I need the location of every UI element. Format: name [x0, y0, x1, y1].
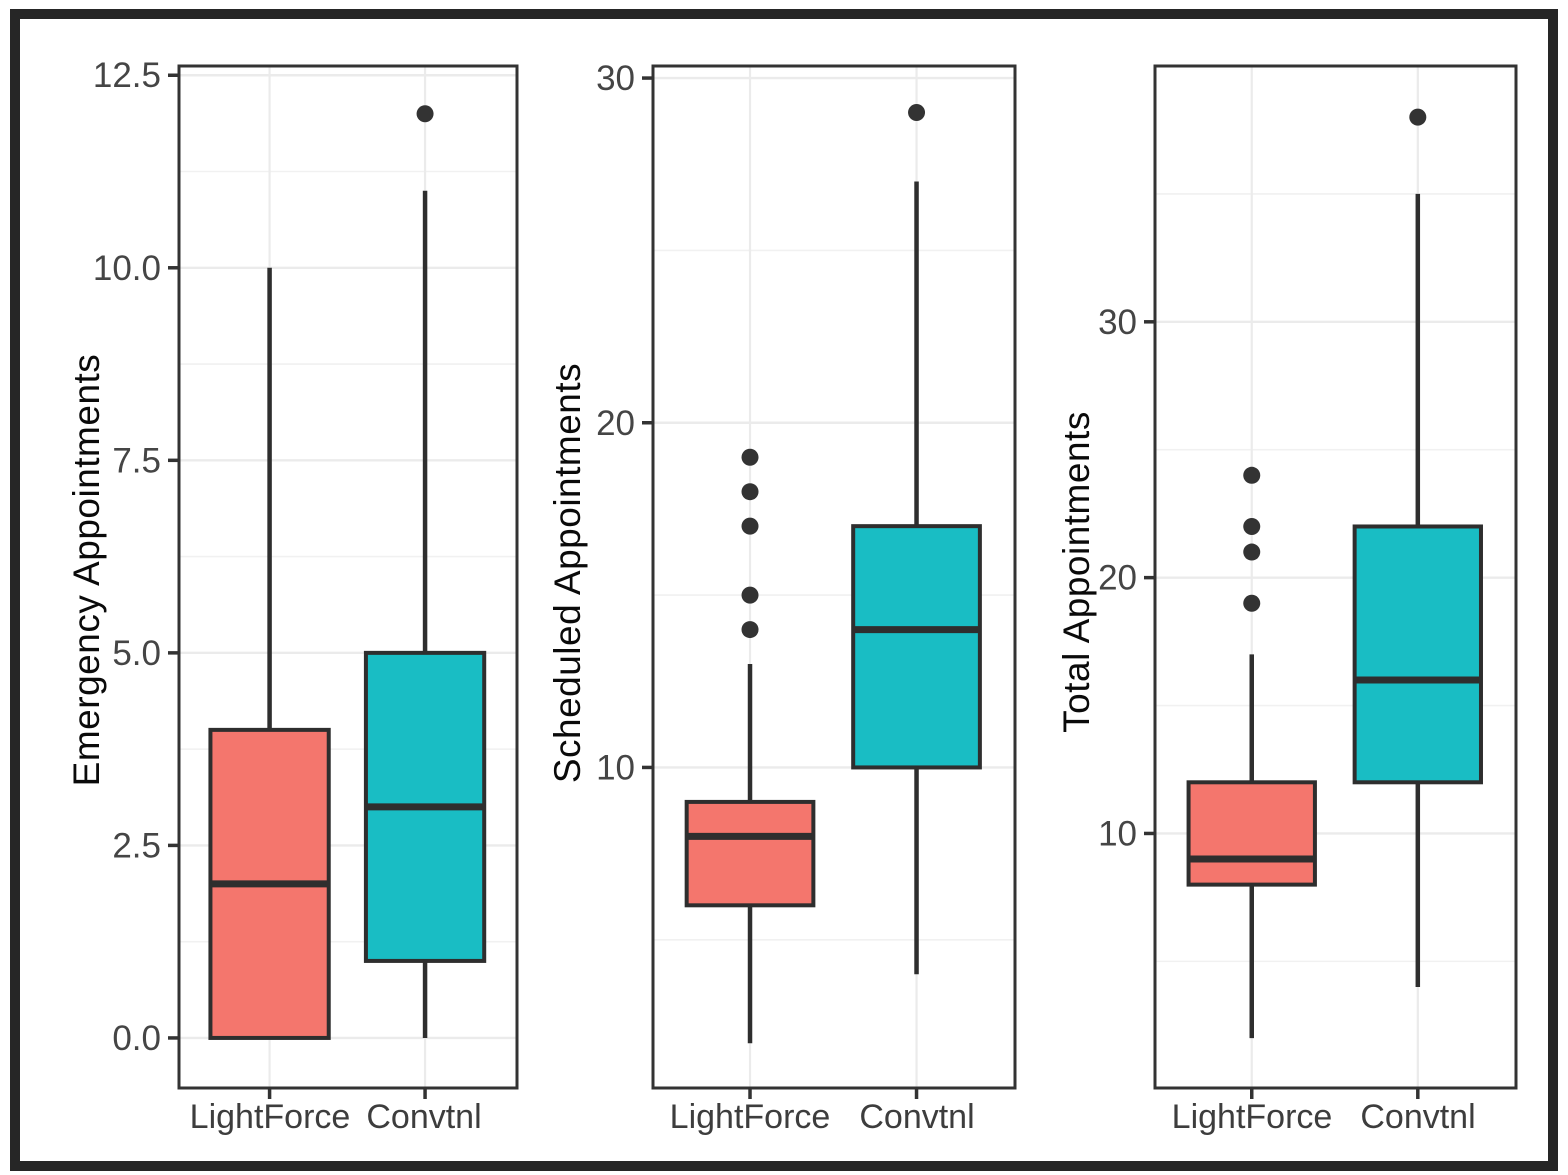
- y-axis-title-emergency: Emergency Appointments: [66, 353, 107, 787]
- y-tick-label: 10: [1098, 814, 1137, 853]
- iqr-box: [851, 524, 982, 770]
- boxplot-convtnl: [851, 104, 982, 975]
- panel-emergency-appointments: 0.0 2.5 5.0 7.5 10.0 12.5: [93, 56, 519, 1099]
- y-tick-label: 20: [596, 404, 635, 443]
- iqr-box: [1352, 524, 1483, 785]
- panel-border: [177, 64, 519, 1090]
- x-tick-label-panel2-convtnl: Convtnl: [859, 1098, 975, 1136]
- panel-total-appointments: 10 20 30: [1098, 64, 1518, 1099]
- outlier-dot: [1409, 108, 1427, 126]
- outlier-dot: [1243, 517, 1261, 535]
- outlier-dot: [1243, 466, 1261, 484]
- outlier-dot: [741, 517, 759, 535]
- y-tick-label: 30: [596, 59, 635, 98]
- panel-border: [651, 64, 1017, 1090]
- boxplot-lightforce: [684, 448, 816, 1044]
- outlier-dot: [1243, 594, 1261, 612]
- iqr-box: [684, 799, 816, 908]
- outlier-dot: [416, 105, 434, 123]
- y-axis-title-scheduled: Scheduled Appointments: [547, 362, 588, 784]
- x-tick-label-panel1-convtnl: Convtnl: [366, 1098, 482, 1136]
- outlier-dot: [741, 586, 759, 604]
- outlier-dot: [1243, 543, 1261, 561]
- boxplot-convtnl: [363, 105, 487, 1038]
- y-tick-label: 12.5: [93, 56, 161, 95]
- boxplot-lightforce: [1186, 466, 1317, 1039]
- y-tick-label: 0.0: [112, 1019, 161, 1058]
- y-tick-label: 10: [596, 748, 635, 787]
- y-tick-label: 30: [1098, 303, 1137, 342]
- outlier-dot: [741, 483, 759, 501]
- x-tick-label-panel3-lightforce: LightForce: [1171, 1098, 1333, 1136]
- outlier-dot: [741, 448, 759, 466]
- x-tick-label-panel2-lightforce: LightForce: [669, 1098, 831, 1136]
- y-tick-label: 2.5: [112, 826, 161, 865]
- y-tick-label: 20: [1098, 559, 1137, 598]
- outlier-dot: [741, 621, 759, 639]
- y-tick-label: 5.0: [112, 634, 161, 673]
- x-tick-label-panel3-convtnl: Convtnl: [1360, 1098, 1476, 1136]
- x-tick-label-panel1-lightforce: LightForce: [189, 1098, 351, 1136]
- y-axis-title-total: Total Appointments: [1056, 411, 1097, 733]
- y-tick-label: 7.5: [112, 441, 161, 480]
- iqr-box: [1186, 780, 1317, 887]
- y-tick-label: 10.0: [93, 249, 161, 288]
- boxplot-lightforce: [208, 267, 331, 1040]
- panel-scheduled-appointments: 10 20 30: [596, 59, 1017, 1099]
- outlier-dot: [908, 104, 926, 122]
- boxplot-convtnl: [1352, 108, 1483, 987]
